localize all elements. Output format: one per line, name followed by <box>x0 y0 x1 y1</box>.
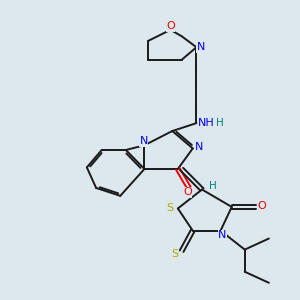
Text: H: H <box>209 181 217 191</box>
Text: NH: NH <box>198 118 215 128</box>
Text: O: O <box>183 188 192 197</box>
Text: N: N <box>218 230 226 240</box>
Text: O: O <box>257 201 266 211</box>
Text: H: H <box>216 118 224 128</box>
Text: N: N <box>195 142 204 152</box>
Text: S: S <box>166 203 173 214</box>
Text: N: N <box>140 136 148 146</box>
Text: O: O <box>166 21 175 31</box>
Text: N: N <box>197 42 205 52</box>
Text: S: S <box>171 249 178 259</box>
